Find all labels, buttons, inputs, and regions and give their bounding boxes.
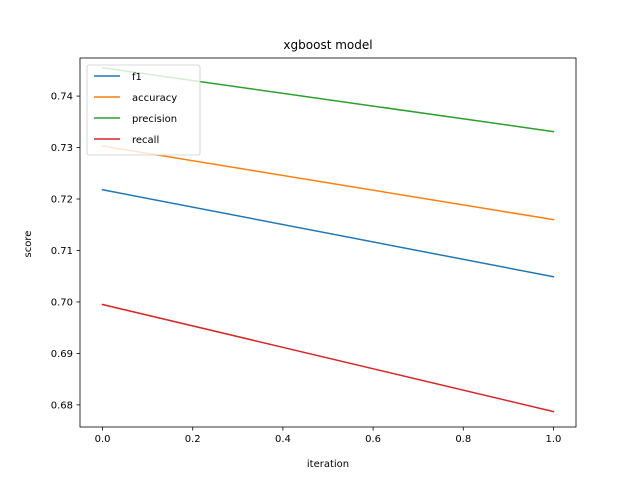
series-line-f1 [101,188,555,278]
axes-frame [79,57,577,428]
y-tick-label: 0.72 [51,195,73,206]
legend-label-precision: precision [132,114,177,125]
legend-label-f1: f1 [132,72,142,83]
series-line-accuracy [101,145,555,221]
y-tick-label: 0.70 [51,297,73,308]
y-axis-label: score [23,231,34,258]
x-tick-label: 0.8 [455,434,471,445]
x-tick-label: 0.4 [275,434,291,445]
y-tick-label: 0.69 [51,349,73,360]
chart-title: xgboost model [283,38,372,52]
x-tick-label: 0.0 [95,434,111,445]
legend: f1 accuracy precision recall [86,64,201,156]
x-tick-label: 0.2 [185,434,201,445]
legend-box [86,64,201,156]
y-tick-label: 0.71 [51,246,73,257]
y-tick-label: 0.73 [51,143,73,154]
y-tick-label: 0.74 [51,92,73,103]
legend-label-accuracy: accuracy [132,93,177,104]
legend-label-recall: recall [132,135,159,146]
x-tick-label: 1.0 [546,434,562,445]
series-line-recall [101,303,555,413]
x-axis-label: iteration [307,459,349,470]
x-tick-label: 0.6 [365,434,381,445]
y-tick-label: 0.68 [51,400,73,411]
